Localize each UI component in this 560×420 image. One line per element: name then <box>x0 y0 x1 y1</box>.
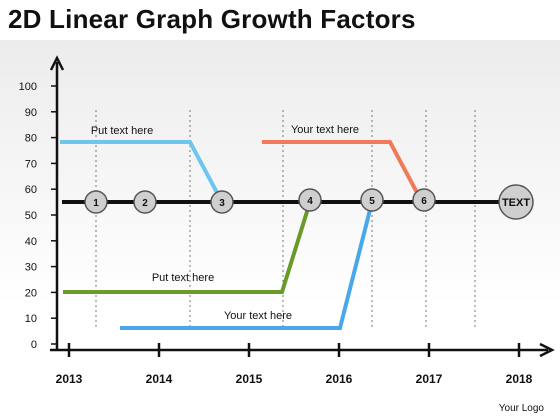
axes <box>49 55 555 358</box>
milestone-label: 4 <box>307 196 313 207</box>
milestone-node: 2 <box>133 190 157 214</box>
milestone-label: 6 <box>421 196 427 207</box>
x-tick-label: 2015 <box>236 372 263 386</box>
note-line-top-right <box>262 140 424 203</box>
y-tick-label: 100 <box>19 81 37 93</box>
x-axis-arrow <box>539 342 555 358</box>
y-tick-label: 70 <box>25 158 37 170</box>
x-axis-ticks: 2013 2014 2015 2016 2017 2018 <box>56 343 533 386</box>
note-line-bottom-left <box>63 201 312 294</box>
y-tick-label: 20 <box>25 287 37 299</box>
y-tick-label: 10 <box>25 313 37 325</box>
y-tick-label: 90 <box>25 107 37 119</box>
y-axis-ticks: 0 10 20 30 40 50 60 70 80 90 100 <box>19 81 57 351</box>
note-line-top-left <box>60 140 224 203</box>
milestones: 1 2 3 4 5 6 TEXT <box>84 184 534 220</box>
milestone-node: 6 <box>412 188 436 212</box>
x-tick-label: 2017 <box>416 372 443 386</box>
y-tick-label: 30 <box>25 262 37 274</box>
milestone-label: 3 <box>219 198 225 209</box>
milestone-label: 2 <box>142 198 148 209</box>
end-node: TEXT <box>498 184 534 220</box>
x-tick-label: 2016 <box>326 372 353 386</box>
y-tick-label: 50 <box>25 210 37 222</box>
end-node-label: TEXT <box>502 197 530 209</box>
note-label: Your text here <box>224 310 292 322</box>
logo-placeholder: Your Logo <box>498 403 544 414</box>
x-tick-label: 2014 <box>146 372 173 386</box>
y-tick-label: 40 <box>25 236 37 248</box>
note-label: Your text here <box>291 124 359 136</box>
note-line-bottom-right <box>120 201 374 330</box>
note-label: Put text here <box>152 272 214 284</box>
note-labels: Put text here Your text here Put text he… <box>91 124 359 322</box>
content-background <box>0 40 560 420</box>
y-tick-label: 0 <box>31 339 37 351</box>
note-label: Put text here <box>91 125 153 137</box>
x-tick-label: 2018 <box>506 372 533 386</box>
milestone-node: 3 <box>210 190 234 214</box>
milestone-label: 5 <box>369 196 375 207</box>
y-axis-arrow <box>49 55 65 71</box>
page-title: 2D Linear Graph Growth Factors <box>8 4 416 34</box>
header: 2D Linear Graph Growth Factors <box>0 0 560 40</box>
milestone-node: 4 <box>298 188 322 212</box>
x-tick-label: 2013 <box>56 372 83 386</box>
milestone-node: 5 <box>360 188 384 212</box>
milestone-label: 1 <box>93 198 99 209</box>
y-tick-label: 60 <box>25 184 37 196</box>
y-tick-label: 80 <box>25 133 37 145</box>
milestone-node: 1 <box>84 190 108 214</box>
